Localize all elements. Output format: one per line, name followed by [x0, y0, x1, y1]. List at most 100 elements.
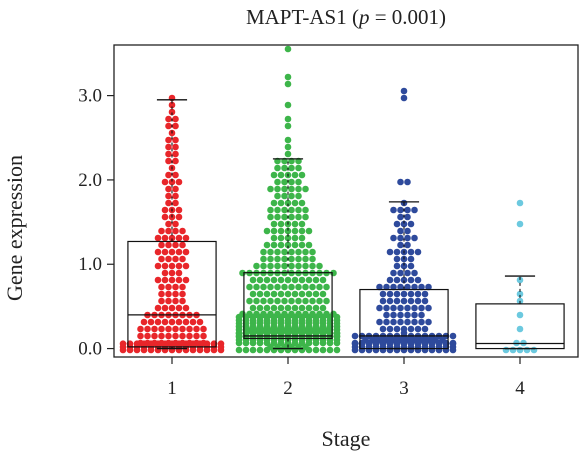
data-point [425, 304, 432, 312]
data-point [298, 220, 306, 228]
data-point [516, 311, 524, 319]
data-point [291, 199, 299, 207]
data-point [298, 234, 306, 242]
data-point [298, 199, 306, 207]
data-point [288, 206, 295, 214]
data-point [186, 325, 193, 333]
data-point [133, 340, 141, 348]
data-point [288, 255, 295, 263]
data-point [175, 178, 183, 186]
data-point [312, 304, 320, 312]
data-point [411, 283, 418, 291]
data-point [147, 340, 155, 348]
data-point [263, 276, 271, 284]
data-point [418, 311, 425, 319]
data-point [309, 297, 316, 305]
data-point [274, 283, 281, 291]
data-point [400, 290, 408, 298]
data-point [302, 262, 309, 270]
data-point [390, 234, 397, 242]
data-point [165, 136, 172, 144]
data-point [270, 171, 278, 179]
data-point [435, 340, 443, 348]
data-point [421, 297, 429, 305]
data-point [284, 199, 292, 207]
y-tick-label: 1.0 [78, 254, 102, 275]
data-point [295, 310, 302, 318]
data-point [404, 241, 411, 249]
data-point [411, 304, 418, 312]
data-point [179, 255, 186, 263]
data-point [291, 290, 299, 298]
data-point [172, 290, 179, 298]
data-point [309, 327, 316, 334]
data-point [400, 87, 408, 95]
data-point [172, 325, 179, 333]
data-point [400, 297, 408, 305]
data-point [302, 327, 309, 334]
data-point [189, 340, 197, 348]
data-point [302, 213, 309, 221]
data-point [323, 297, 330, 305]
data-point [235, 330, 243, 337]
data-point [295, 297, 302, 305]
data-point [309, 310, 316, 318]
data-point [249, 290, 257, 298]
data-point [165, 122, 172, 130]
data-point [295, 185, 302, 193]
data-point [397, 178, 404, 186]
data-point [383, 311, 390, 319]
data-point [284, 227, 292, 235]
data-point [295, 255, 302, 263]
data-point [379, 337, 387, 344]
data-point [376, 283, 383, 291]
data-point [298, 290, 306, 298]
data-point [263, 304, 271, 312]
data-point [158, 325, 165, 333]
data-point [421, 290, 429, 298]
data-point [291, 241, 299, 249]
data-point [242, 346, 250, 354]
data-point [165, 227, 172, 235]
data-point [274, 327, 281, 334]
data-point [168, 304, 176, 312]
data-point [316, 283, 323, 291]
data-point [267, 283, 274, 291]
data-point [196, 318, 204, 326]
data-point [270, 199, 278, 207]
data-point [309, 283, 316, 291]
data-point [270, 234, 278, 242]
data-point [393, 220, 401, 228]
data-point [281, 213, 288, 221]
data-point [119, 340, 127, 348]
data-point [284, 80, 292, 88]
data-point [161, 276, 169, 284]
data-point [175, 262, 183, 270]
data-point [288, 297, 295, 305]
data-point [179, 290, 186, 298]
data-point [140, 340, 148, 348]
data-point [172, 220, 179, 228]
data-point [260, 262, 267, 270]
data-point [189, 318, 197, 326]
data-point [256, 290, 264, 298]
data-point [365, 340, 373, 348]
data-point [319, 346, 327, 354]
data-point [516, 325, 524, 333]
data-point [291, 304, 299, 312]
data-point [172, 283, 179, 291]
data-point [393, 276, 401, 284]
data-point [295, 192, 302, 200]
data-point [418, 318, 425, 326]
data-point [154, 248, 162, 256]
data-point [274, 255, 281, 263]
data-point [414, 297, 422, 305]
data-point [502, 346, 510, 354]
data-point [284, 136, 292, 144]
data-point [277, 171, 285, 179]
data-point [404, 283, 411, 291]
data-point [168, 340, 176, 348]
data-point [404, 269, 411, 277]
data-point [179, 227, 186, 235]
data-point [316, 310, 323, 318]
